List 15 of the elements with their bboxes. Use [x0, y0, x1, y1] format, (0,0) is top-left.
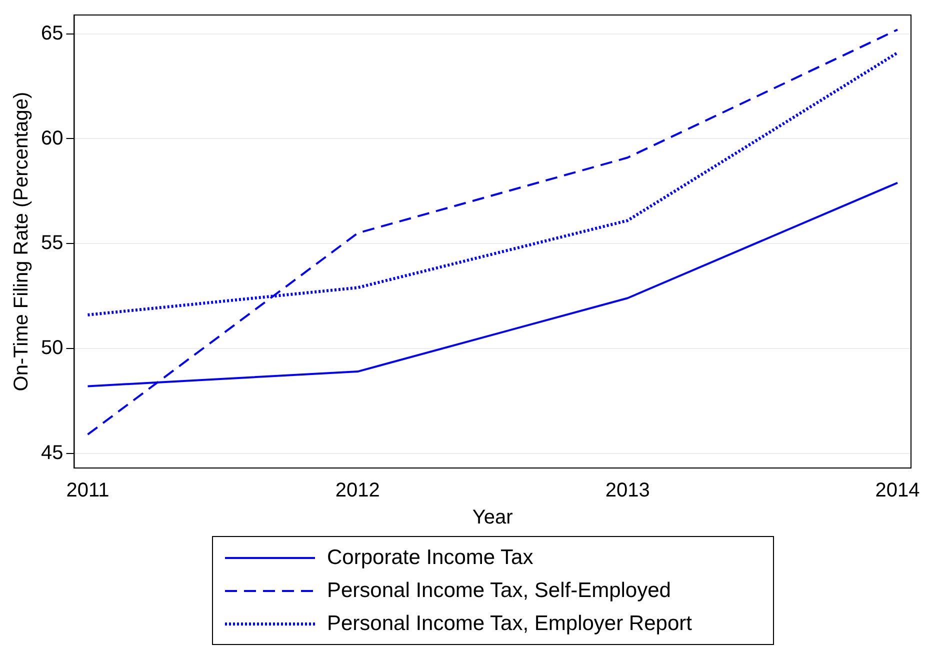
y-tick-label: 65: [40, 22, 64, 44]
y-axis-title: On-Time Filing Rate (Percentage): [10, 92, 33, 392]
y-tick-label: 50: [40, 336, 64, 359]
x-axis-title: Year: [472, 506, 514, 529]
x-tick-label: 2013: [605, 480, 650, 502]
y-tick-label: 55: [40, 232, 64, 254]
y-tick-label: 60: [40, 127, 64, 150]
legend-label: Corporate Income Tax: [327, 546, 534, 570]
legend-label: Personal Income Tax, Employer Report: [327, 612, 692, 636]
x-tick-label: 2011: [66, 480, 110, 502]
x-tick-label: 2014: [875, 480, 920, 502]
line-series: [86, 28, 899, 436]
legend-label: Personal Income Tax, Self-Employed: [327, 578, 671, 602]
y-tick-label: 45: [40, 442, 64, 464]
x-tick-label: 2012: [335, 480, 380, 502]
